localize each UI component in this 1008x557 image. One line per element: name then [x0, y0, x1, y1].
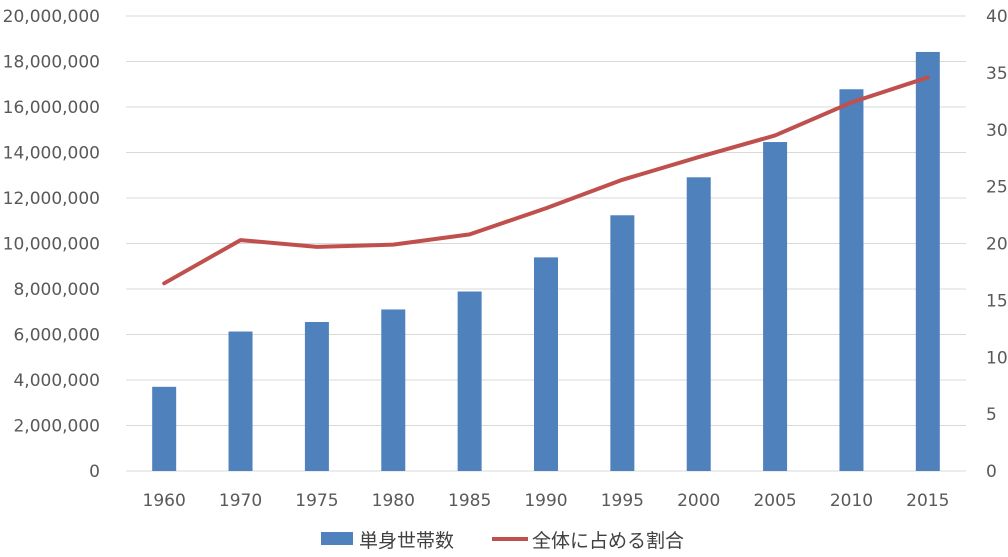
y2-tick-label: 15: [986, 291, 1008, 311]
x-tick-label: 1980: [372, 491, 415, 511]
line-series: [162, 75, 930, 286]
y-tick-label: 20,000,000: [3, 7, 100, 27]
y-tick-label: 14,000,000: [3, 144, 100, 164]
y-tick-label: 4,000,000: [13, 371, 100, 391]
x-tick-label: 1985: [448, 491, 491, 511]
y2-tick-label: 20: [986, 235, 1008, 255]
y2-tick-label: 25: [986, 178, 1008, 198]
bar: [304, 321, 329, 471]
right-axis-labels: 0 5 10 15 20 25 30 35 40: [986, 7, 1008, 482]
x-tick-label: 2005: [753, 491, 796, 511]
bar: [152, 386, 177, 471]
left-axis-labels: 0 2,000,000 4,000,000 6,000,000 8,000,000 10,…: [3, 7, 100, 482]
bar: [915, 51, 940, 471]
y2-tick-label: 35: [986, 64, 1008, 84]
bar: [686, 177, 711, 472]
bar: [457, 291, 482, 471]
bar: [763, 142, 788, 471]
x-tick-label: 2010: [830, 491, 873, 511]
bar: [534, 257, 558, 471]
y2-tick-label: 40: [986, 7, 1008, 27]
y-tick-label: 18,000,000: [3, 53, 100, 73]
x-tick-label: 2000: [677, 491, 720, 511]
x-tick-label: 1990: [524, 491, 567, 511]
x-tick-label: 1960: [143, 491, 186, 511]
y2-tick-label: 30: [986, 121, 1008, 141]
y-tick-label: 12,000,000: [3, 189, 100, 209]
x-tick-label: 1970: [219, 491, 262, 511]
y2-tick-label: 5: [986, 405, 997, 425]
bar: [610, 215, 635, 471]
legend: 単身世帯数 全体に占める割合: [321, 530, 684, 552]
y-tick-label: 8,000,000: [13, 280, 100, 300]
bar: [228, 331, 253, 471]
y2-tick-label: 10: [986, 348, 1008, 368]
x-tick-label: 2015: [906, 491, 949, 511]
bar-series: [152, 51, 940, 472]
legend-label-bar: 単身世帯数: [359, 530, 454, 552]
y-tick-label: 10,000,000: [3, 235, 100, 255]
legend-swatch-bar: [321, 532, 353, 545]
x-tick-label: 1995: [601, 491, 644, 511]
y-tick-label: 0: [89, 462, 100, 482]
line-path: [162, 75, 930, 286]
x-axis-labels: 1960 1970 1975 1980 1985 1990 1995 2000 2005 2010…: [143, 491, 950, 511]
bar: [381, 309, 406, 471]
bar: [839, 89, 864, 471]
y-tick-label: 6,000,000: [13, 326, 100, 346]
y-tick-label: 16,000,000: [3, 98, 100, 118]
legend-label-line: 全体に占める割合: [532, 530, 684, 552]
x-tick-label: 1975: [295, 491, 338, 511]
y2-tick-label: 0: [986, 462, 997, 482]
y-tick-label: 2,000,000: [13, 417, 100, 437]
